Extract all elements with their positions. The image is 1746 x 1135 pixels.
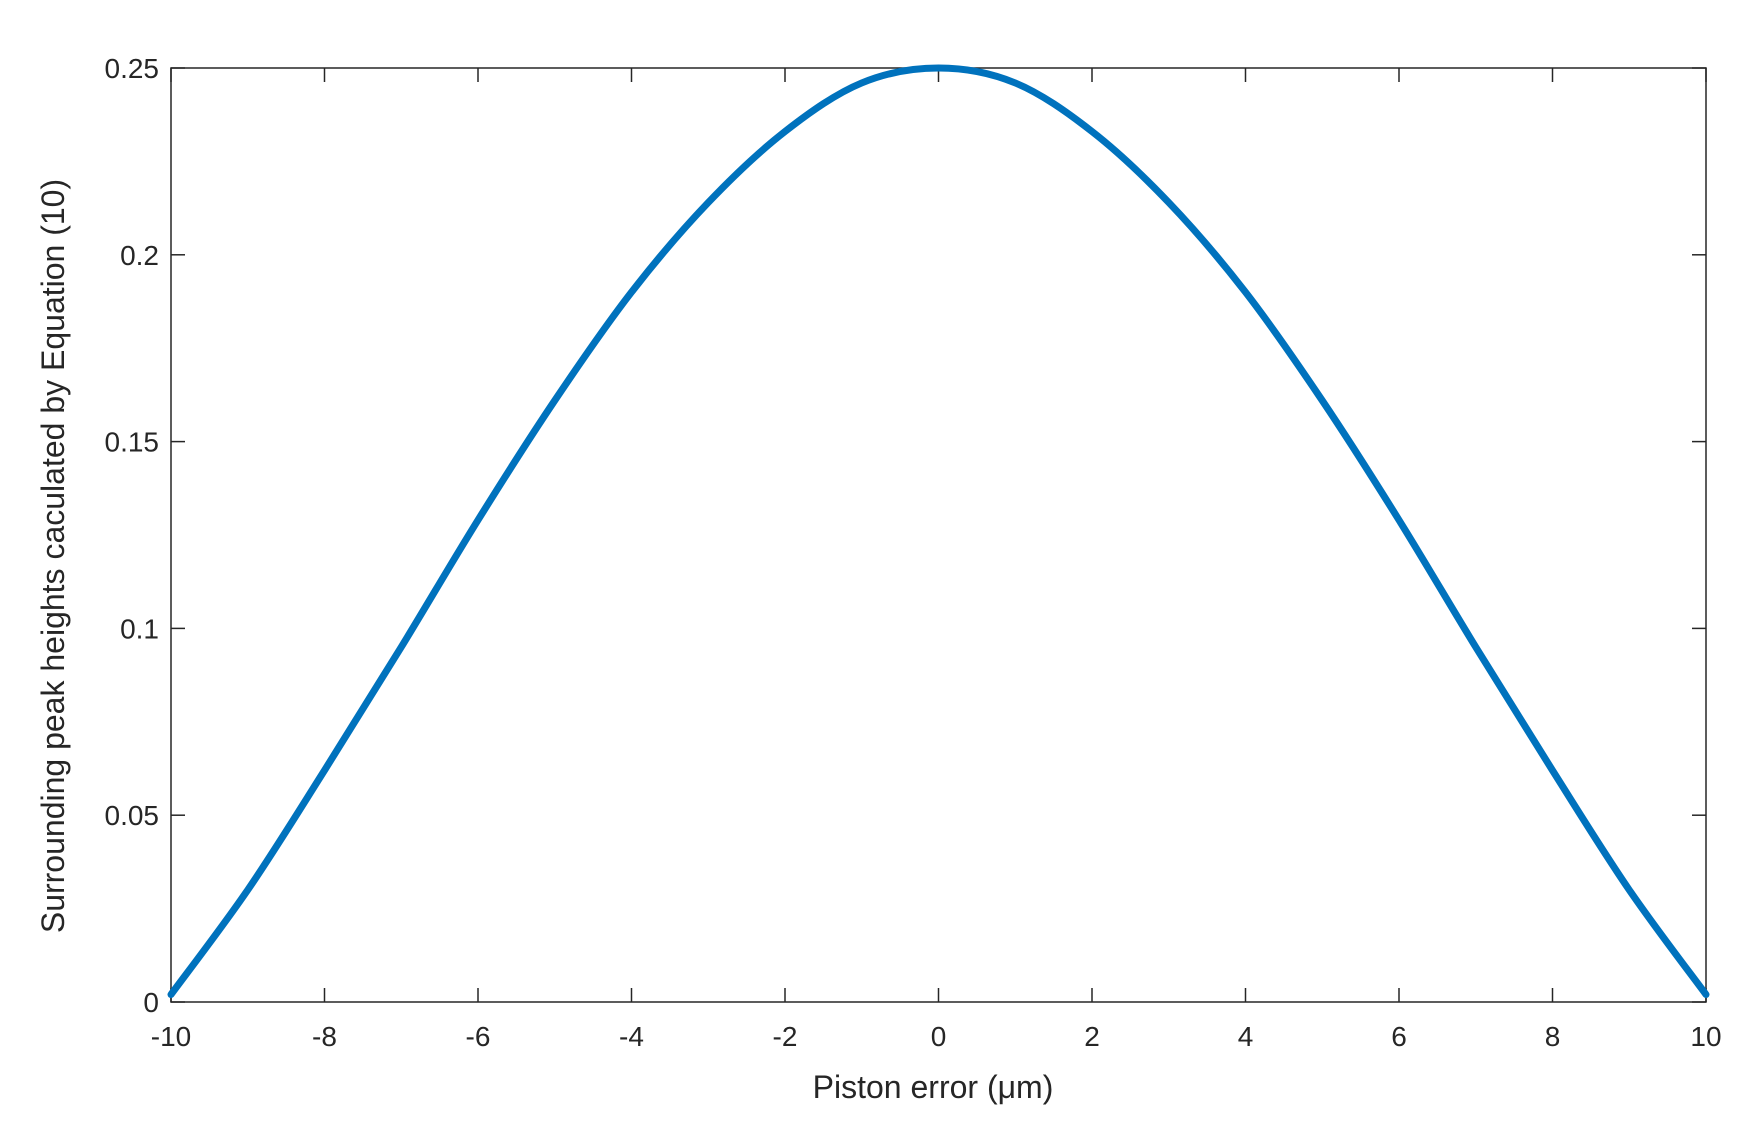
x-axis-label: Piston error (μm)	[813, 1069, 1054, 1105]
y-tick-label: 0.25	[105, 53, 160, 84]
y-axis: 0 0.05 0.1 0.15 0.2 0.25	[105, 53, 1706, 1018]
x-tick-label: -6	[466, 1021, 491, 1052]
x-tick-label: 10	[1690, 1021, 1721, 1052]
series-layer	[167, 64, 1710, 999]
x-tick-label: 2	[1084, 1021, 1100, 1052]
x-axis: -10 -8 -6 -4 -2 0 2 4 6 8 10	[151, 68, 1722, 1052]
plot-frame	[170, 67, 1707, 1003]
x-tick-label: -8	[312, 1021, 337, 1052]
x-tick-label: -4	[619, 1021, 644, 1052]
y-tick-label: 0.05	[105, 800, 160, 831]
x-tick-label: 0	[931, 1021, 947, 1052]
x-tick-label: 4	[1238, 1021, 1254, 1052]
series-line	[167, 64, 1710, 999]
x-tick-label: 6	[1391, 1021, 1407, 1052]
x-tick-label: -2	[773, 1021, 798, 1052]
y-tick-label: 0.1	[120, 613, 159, 644]
x-tick-label: 8	[1545, 1021, 1561, 1052]
y-tick-label: 0.15	[105, 427, 160, 458]
plot-area	[170, 67, 1707, 1003]
y-tick-label: 0	[143, 987, 159, 1018]
y-tick-label: 0.2	[120, 240, 159, 271]
y-axis-label: Surrounding peak heights caculated by Eq…	[35, 179, 71, 933]
x-tick-label: -10	[151, 1021, 191, 1052]
